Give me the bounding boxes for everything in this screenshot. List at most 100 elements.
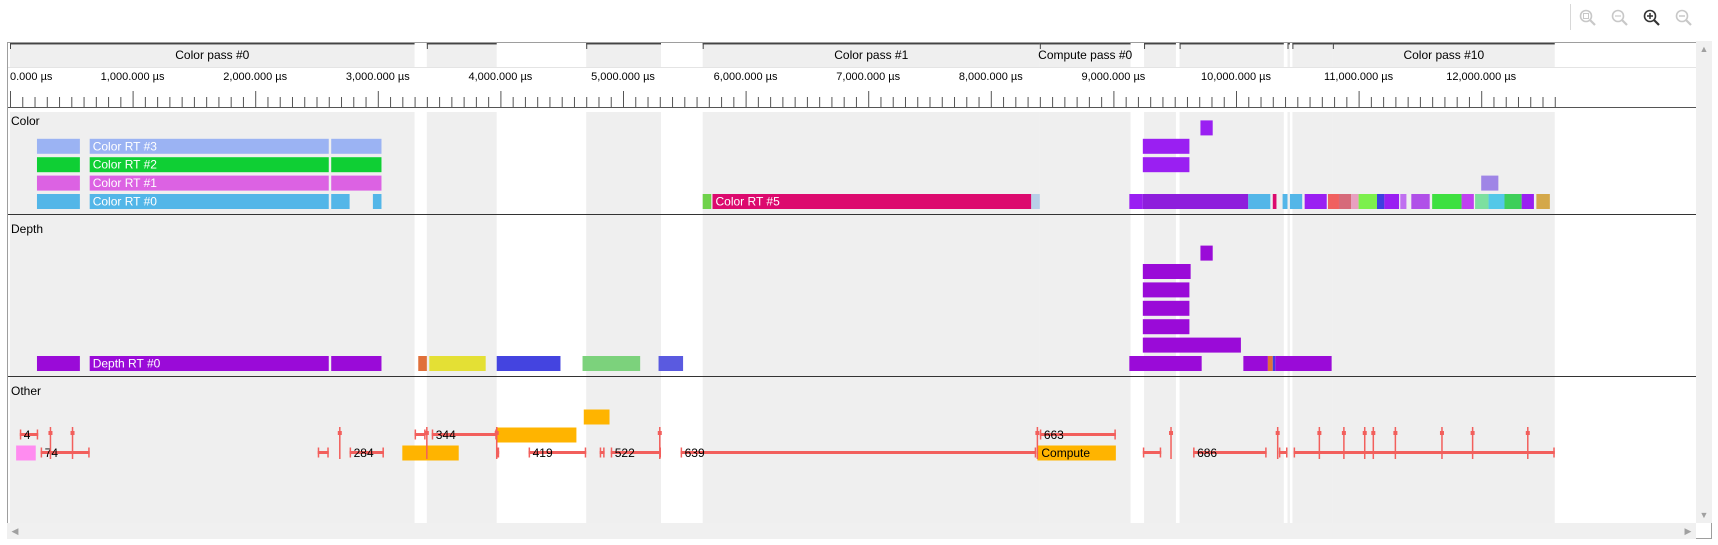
event-block: [496, 427, 577, 443]
depth-target-bar: [582, 356, 641, 371]
pass-label: Compute pass #0: [1038, 48, 1132, 62]
color-target-bar: [1304, 194, 1327, 209]
depth-target-bar: [1267, 356, 1273, 371]
ruler-background: [8, 68, 1697, 112]
pass-band: [1332, 43, 1555, 524]
depth-target-bar: [1272, 356, 1276, 371]
event-span-cap: [497, 447, 500, 458]
event-label: 419: [533, 446, 553, 460]
pass-band: [1179, 43, 1284, 524]
zoom-to-selection-button[interactable]: [1576, 6, 1600, 30]
timeline-canvas[interactable]: Color pass #0 Color pass #1 Compute pass #…: [8, 43, 1697, 524]
zoom-reset-icon: [1611, 9, 1628, 26]
event-span-cap: [1265, 447, 1267, 458]
scroll-down-arrow-icon[interactable]: ▼: [1699, 510, 1709, 520]
ruler-tick-label: 9,000.000 µs: [1081, 71, 1145, 83]
zoom-in-button[interactable]: [1640, 6, 1664, 30]
depth-target-bar-label: Depth RT #0: [93, 357, 161, 371]
event-marker-dot: [657, 431, 662, 435]
event-span-cap: [88, 447, 90, 458]
scroll-left-arrow-icon[interactable]: ◀: [11, 526, 19, 536]
depth-target-bar: [1142, 319, 1190, 335]
event-block: [402, 445, 459, 461]
color-target-bar: [36, 138, 80, 154]
event-marker: [1363, 427, 1366, 459]
ruler-tick-label: 12,000.000 µs: [1446, 71, 1516, 83]
event-span: [414, 433, 426, 436]
color-target-bar: [1031, 194, 1040, 209]
depth-target-bar: [1142, 337, 1241, 353]
ruler-tick-label: 3,000.000 µs: [346, 71, 410, 83]
event-marker-dot: [1525, 431, 1530, 435]
color-target-bar: [1461, 194, 1474, 209]
pass-band: [426, 43, 497, 524]
depth-target-bar: [1129, 356, 1202, 371]
event-span: [40, 451, 90, 454]
pass-segment: [702, 45, 1040, 67]
event-span-cap: [1285, 447, 1288, 458]
pass-band: [586, 43, 662, 524]
timeline-panel[interactable]: Color pass #0 Color pass #1 Compute pass #…: [7, 42, 1712, 539]
color-target-bar: [331, 194, 350, 209]
color-target-bar: [1488, 194, 1505, 209]
color-target-bar: [1432, 194, 1462, 209]
horizontal-scrollbar[interactable]: ◀ ▶: [7, 523, 1696, 539]
scroll-up-arrow-icon[interactable]: ▲: [1699, 44, 1709, 54]
color-target-bar: [1536, 194, 1550, 209]
event-marker: [1036, 427, 1039, 459]
zoom-out-icon: [1675, 9, 1692, 26]
color-target-bar: [1376, 194, 1385, 209]
event-span: [599, 451, 605, 454]
event-span-cap: [1039, 429, 1042, 440]
event-marker: [426, 427, 428, 459]
zoom-out-button[interactable]: [1672, 6, 1696, 30]
event-marker-dot: [494, 431, 499, 435]
event-block: [583, 409, 610, 425]
event-marker-dot: [1439, 431, 1444, 435]
pass-segment: [1144, 45, 1176, 67]
event-marker-dot: [1317, 431, 1322, 435]
pass-band: [1292, 43, 1333, 524]
color-target-bar: [1400, 194, 1407, 209]
color-target-bar: [1200, 120, 1213, 136]
event-marker: [1394, 427, 1397, 459]
ruler-tick-label: 11,000.000 µs: [1324, 71, 1394, 83]
pass-label: Color pass #10: [1403, 48, 1484, 62]
color-target-bar: [1282, 194, 1288, 209]
event-marker-dot: [1371, 431, 1376, 435]
event-marker-dot: [1341, 431, 1346, 435]
event-marker: [1471, 427, 1474, 459]
color-target-bar: [1129, 194, 1143, 209]
depth-target-bar: [331, 356, 382, 371]
color-target-bar-label: Color RT #2: [93, 158, 158, 172]
zoom-reset-button[interactable]: [1608, 6, 1632, 30]
event-label: 284: [354, 446, 374, 460]
event-marker-dot: [337, 431, 342, 435]
vertical-scrollbar[interactable]: ▲ ▼: [1696, 41, 1712, 523]
event-span-cap: [349, 447, 352, 458]
event-label: 74: [45, 446, 59, 460]
pass-segment: [1039, 45, 1131, 67]
color-target-bar: [89, 194, 329, 209]
event-marker-dot: [70, 431, 75, 435]
event-marker: [1343, 427, 1345, 459]
color-target-bar: [1411, 194, 1430, 209]
color-target-bar: [372, 194, 382, 209]
event-span-cap: [528, 447, 531, 458]
color-target-bar: [1142, 138, 1190, 154]
event-marker-dot: [1169, 431, 1174, 435]
event-marker: [339, 427, 341, 459]
event-span: [1278, 451, 1288, 454]
event-label: 4: [24, 428, 31, 442]
event-span: [1039, 433, 1116, 436]
scroll-right-arrow-icon[interactable]: ▶: [1684, 526, 1692, 536]
event-span-cap: [1553, 447, 1555, 458]
color-target-bar: [712, 194, 1032, 209]
event-block: [16, 445, 36, 461]
ruler-tick-label: 5,000.000 µs: [591, 71, 655, 83]
depth-target-bar: [418, 356, 427, 371]
color-target-bar: [331, 138, 382, 154]
event-span-cap: [327, 447, 329, 458]
pass-segment: [1287, 45, 1290, 67]
color-target-bar: [1358, 194, 1377, 209]
